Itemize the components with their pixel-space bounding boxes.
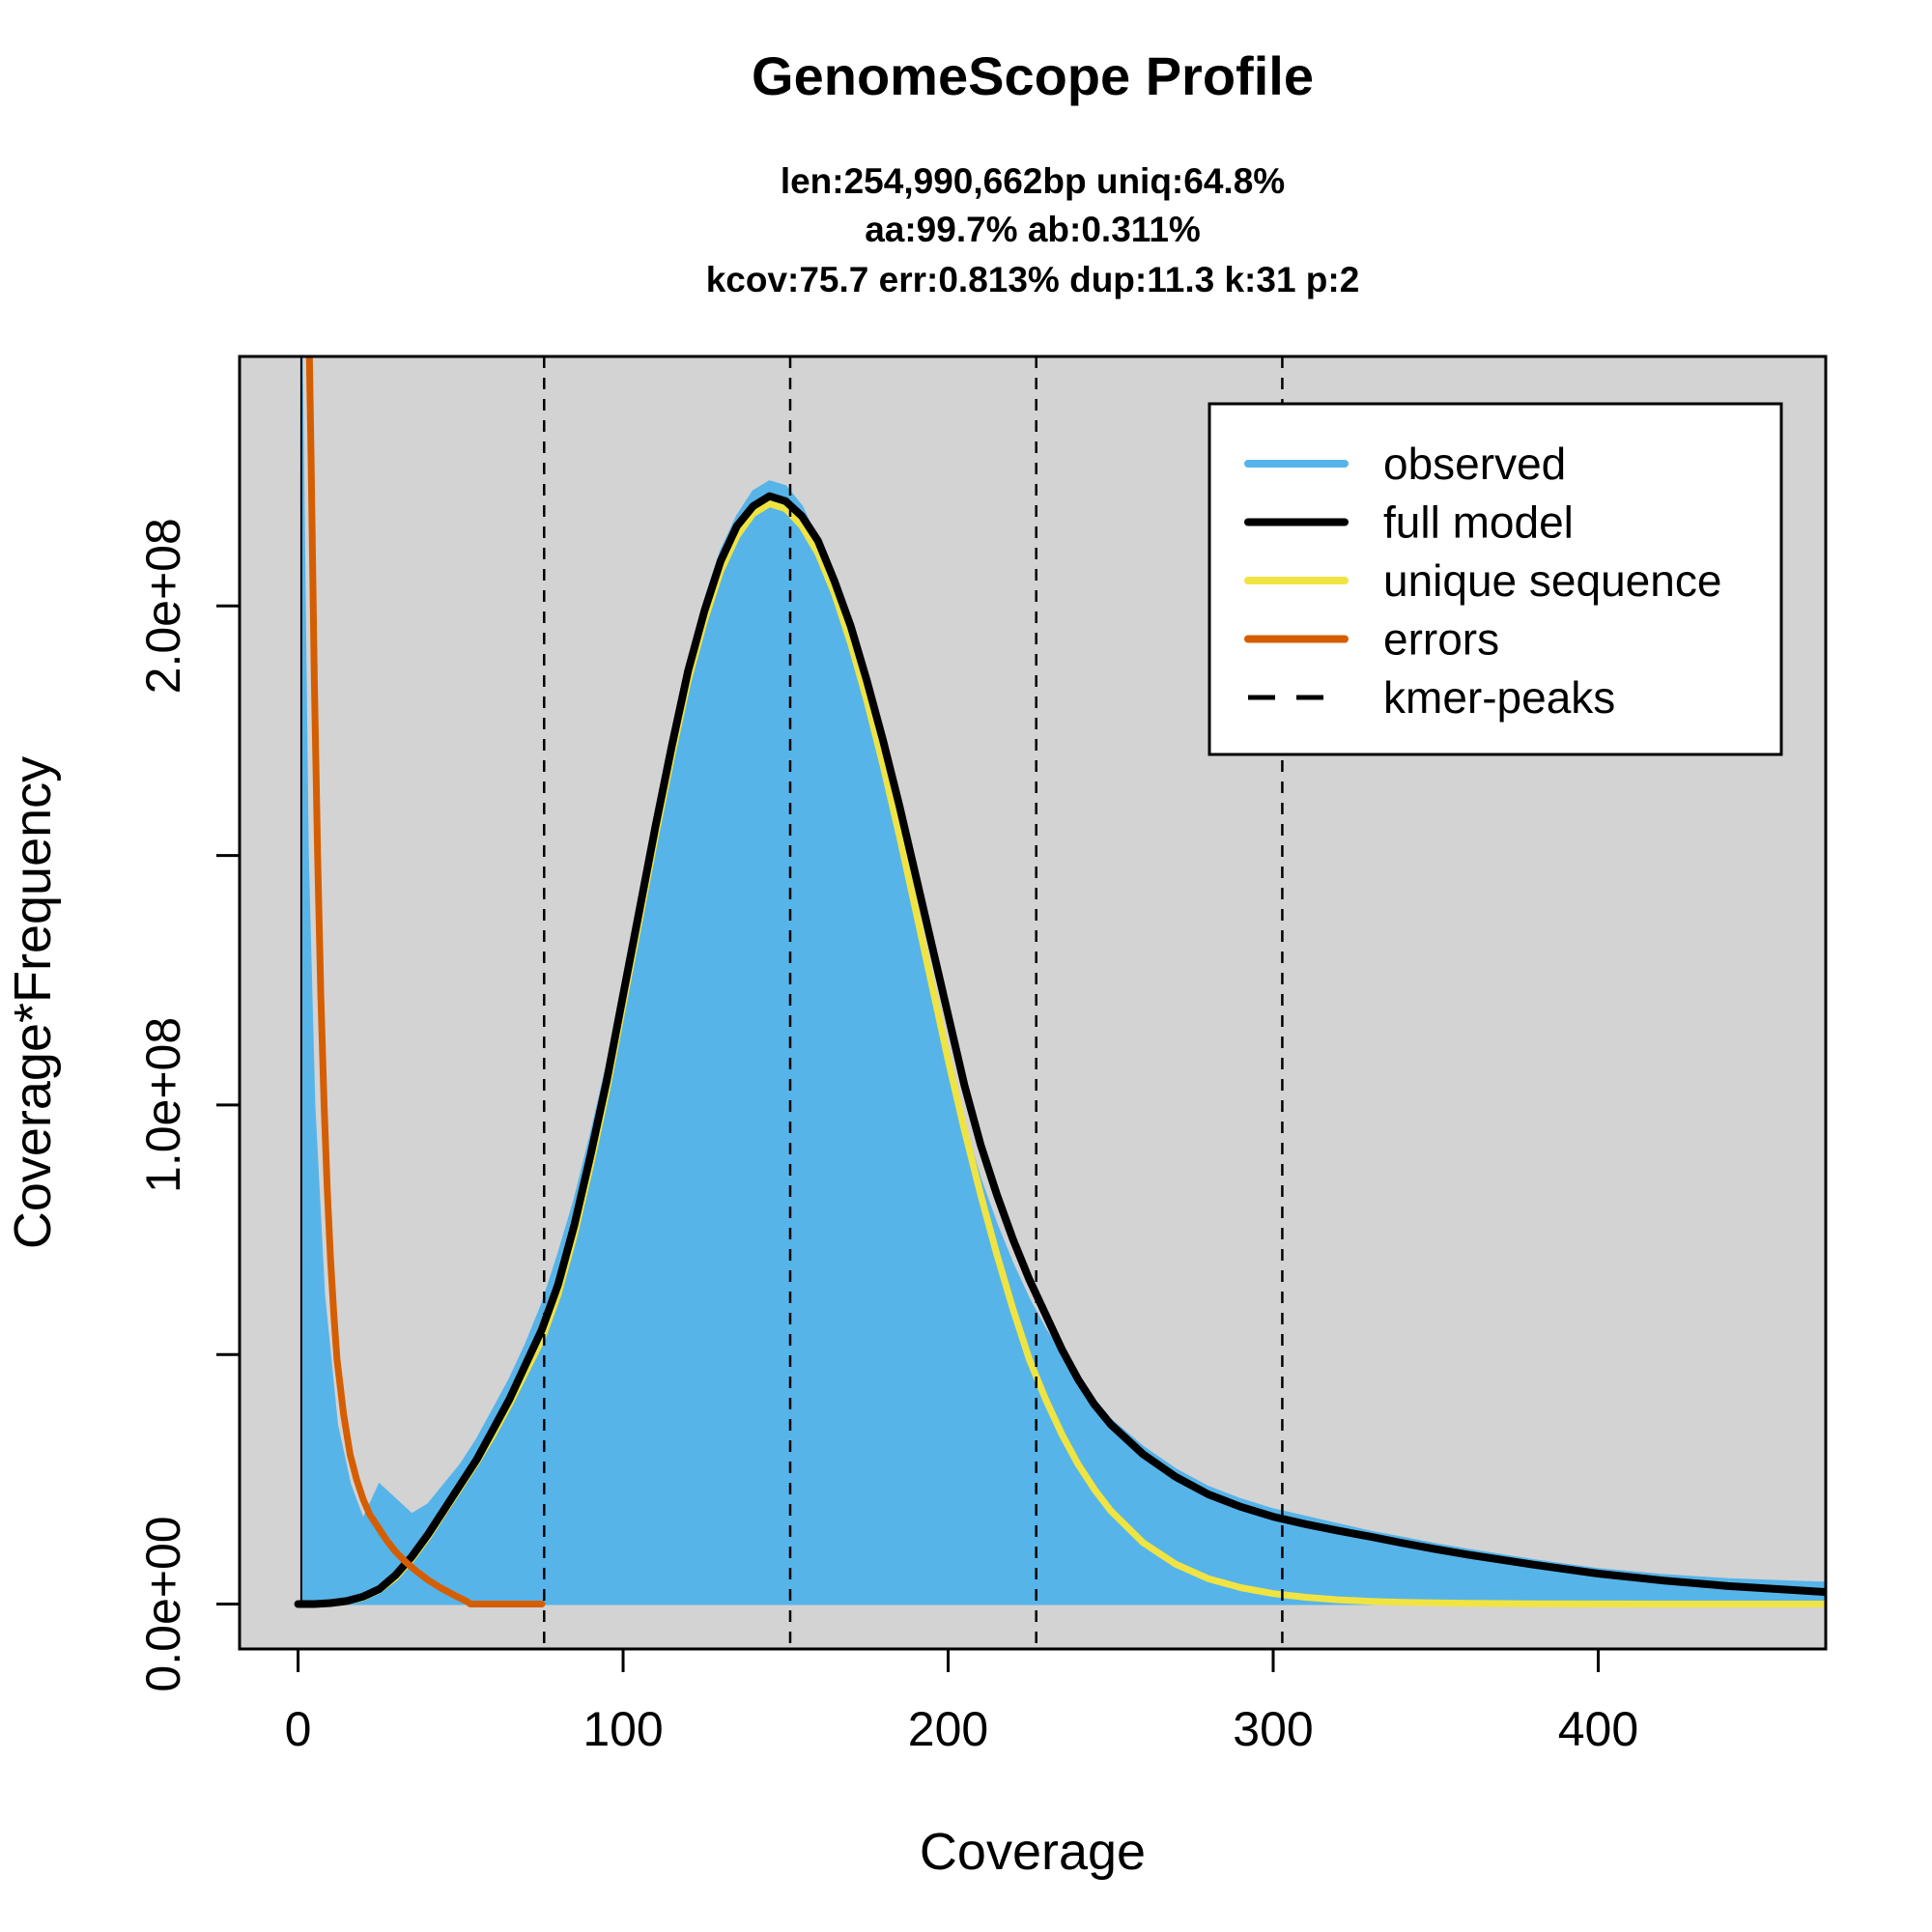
legend-label-unique-sequence: unique sequence (1383, 555, 1721, 606)
series-layer (294, 357, 1825, 1608)
series-errors-line (305, 357, 546, 1607)
legend-label-full-model: full model (1383, 497, 1574, 548)
legend-label-observed: observed (1383, 439, 1566, 489)
x-axis: 0 100 200 300 400 (285, 1647, 1638, 1756)
chart-subtitle-line-2: aa:99.7% ab:0.311% (865, 210, 1201, 249)
x-tick-label-0: 0 (285, 1702, 312, 1756)
x-tick-label-400: 400 (1558, 1702, 1638, 1756)
y-tick-label-2: 1.0e+08 (136, 1017, 190, 1193)
y-axis: 0.0e+00 1.0e+08 2.0e+08 (136, 518, 242, 1692)
y-tick-label-0: 0.0e+00 (136, 1516, 190, 1691)
chart-subtitle-line-1: len:254,990,662bp uniq:64.8% (781, 161, 1285, 201)
chart-subtitle-line-3: kcov:75.7 err:0.813% dup:11.3 k:31 p:2 (706, 260, 1360, 299)
x-tick-label-200: 200 (908, 1702, 988, 1756)
legend-label-kmer-peaks: kmer-peaks (1383, 672, 1615, 723)
x-axis-label: Coverage (920, 1823, 1146, 1881)
x-tick-label-300: 300 (1233, 1702, 1313, 1756)
legend-label-errors: errors (1383, 614, 1499, 665)
legend: observed full model unique sequence errors k… (1208, 402, 1783, 756)
y-tick-label-4: 2.0e+08 (136, 518, 190, 694)
x-tick-label-100: 100 (582, 1702, 663, 1756)
series-full-model-line (294, 492, 1825, 1608)
y-axis-label: Coverage*Frequency (4, 756, 62, 1249)
chart-title: GenomeScope Profile (752, 45, 1314, 106)
